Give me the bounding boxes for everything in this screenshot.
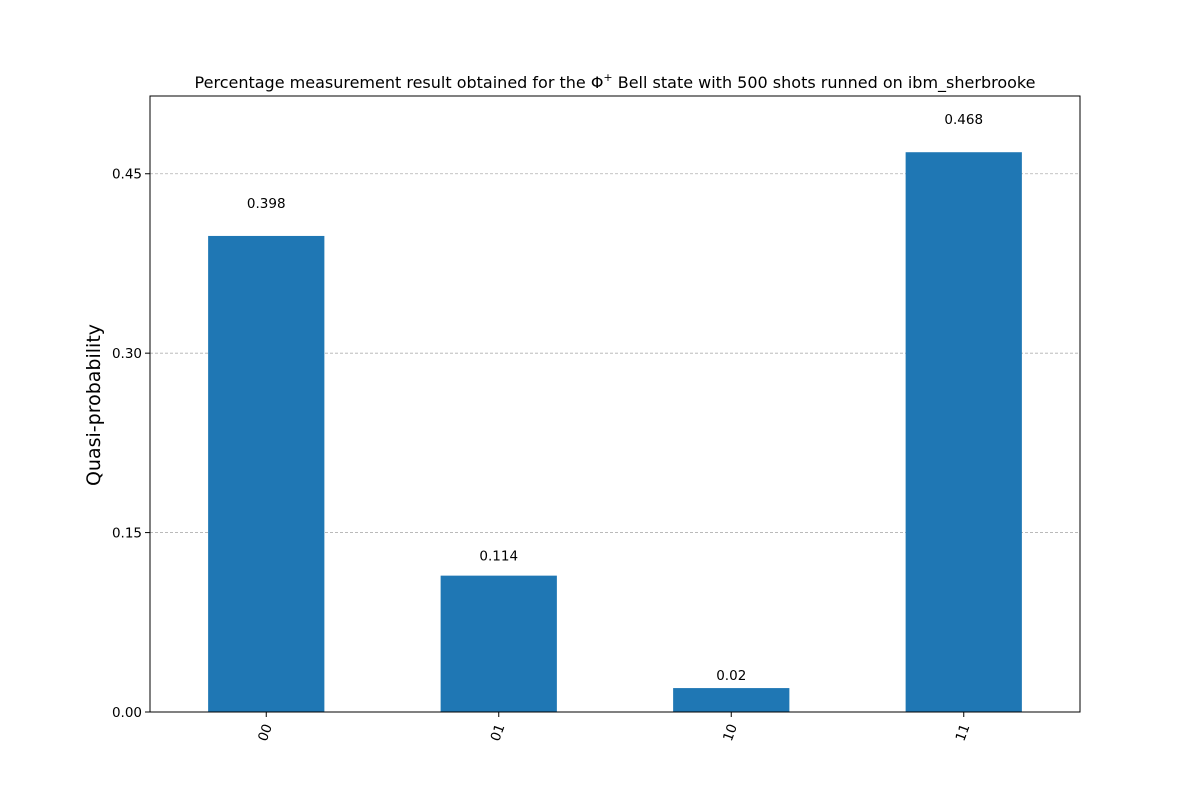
bar-value-label: 0.468 [944, 112, 983, 128]
y-tick-label: 0.30 [112, 346, 142, 362]
y-tick-label: 0.15 [112, 526, 142, 542]
x-tick-label: 10 [720, 722, 741, 744]
y-axis-ticks: 0.00 0.15 0.30 0.45 [112, 167, 150, 721]
bar-00 [208, 235, 325, 713]
bar-10 [673, 688, 790, 712]
y-axis-label: Quasi-probability [83, 324, 105, 486]
bar-11 [905, 152, 1022, 712]
y-tick-label: 0.45 [112, 167, 142, 183]
x-tick-label: 01 [488, 722, 509, 744]
bars [208, 152, 1022, 713]
y-tick-label: 0.00 [112, 705, 142, 721]
title-prefix: Percentage measurement result obtained f… [195, 73, 604, 92]
x-tick-label: 00 [255, 722, 276, 744]
x-tick-label: 11 [953, 722, 974, 744]
x-axis-ticks: 00 01 10 11 [255, 712, 974, 744]
bar-value-label: 0.114 [479, 549, 518, 565]
bar-value-label: 0.02 [716, 668, 746, 684]
title-superscript: + [603, 71, 612, 84]
title-suffix: Bell state with 500 shots runned on ibm_… [613, 73, 1036, 93]
chart-title: Percentage measurement result obtained f… [195, 71, 1036, 93]
bar-value-labels: 0.398 0.114 0.02 0.468 [247, 112, 983, 684]
axes-frame [149, 95, 1081, 713]
bar-01 [440, 575, 557, 712]
bar-value-label: 0.398 [247, 196, 286, 212]
